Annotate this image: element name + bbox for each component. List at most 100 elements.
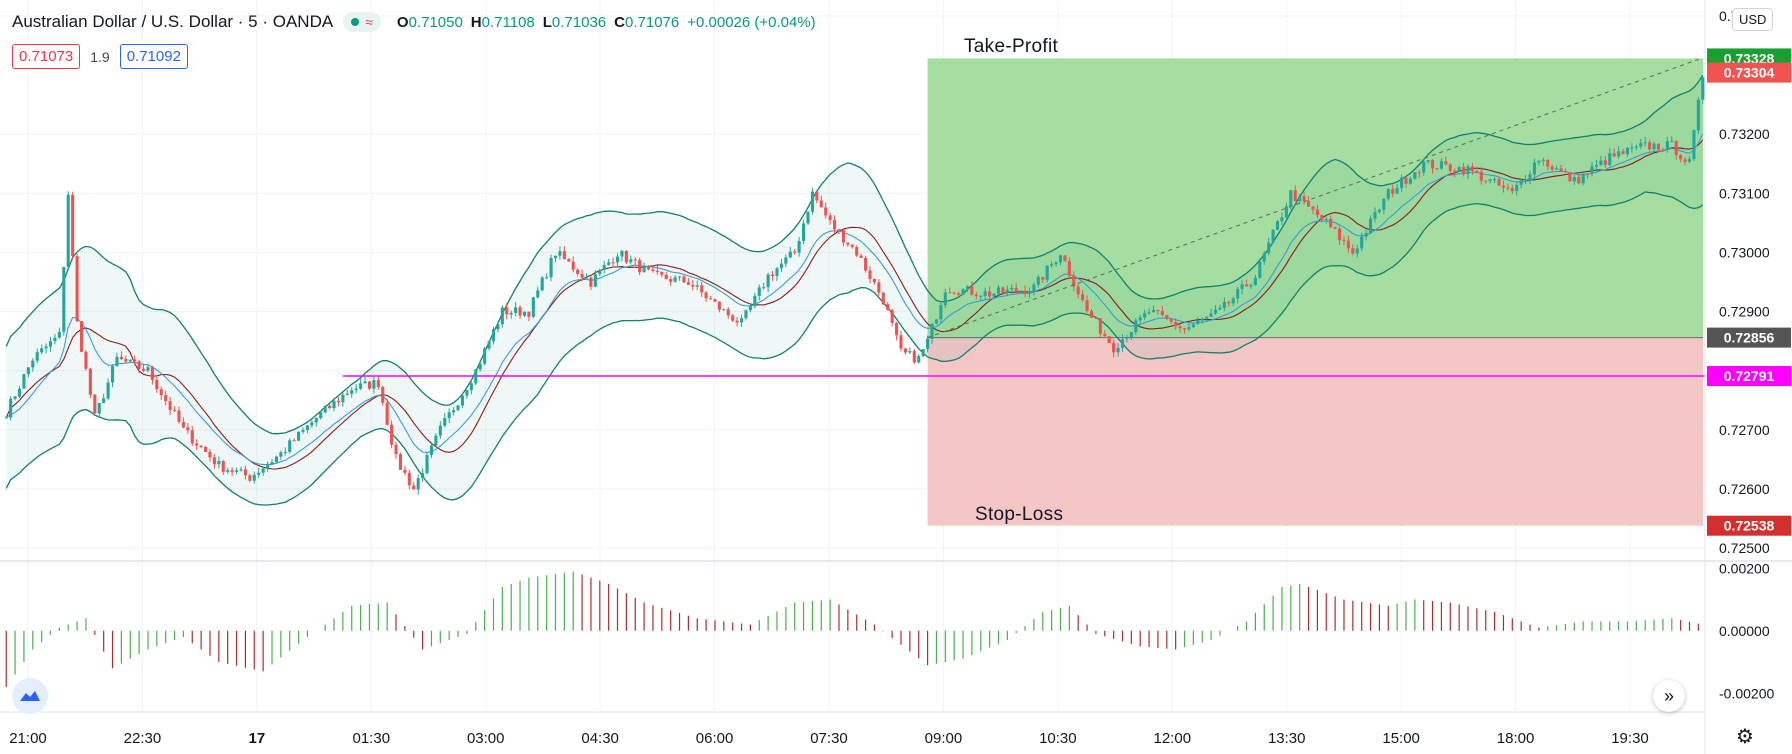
candle-body (974, 294, 978, 296)
candle-body (438, 425, 442, 436)
indicator-tick-label: 0.00000 (1719, 623, 1770, 639)
candle-body (877, 282, 881, 293)
candle-body (1652, 143, 1656, 150)
candle-body (1515, 184, 1519, 192)
time-tick-label: 01:30 (353, 730, 391, 747)
sell-price-button[interactable]: 0.71073 (12, 44, 81, 69)
candle-body (1674, 141, 1678, 156)
candle-body (1125, 338, 1129, 340)
candle-body (1479, 171, 1483, 181)
candle-body (1076, 286, 1080, 295)
candle-body (1081, 294, 1085, 301)
currency-button[interactable]: USD (1732, 8, 1774, 31)
candle-body (137, 361, 141, 369)
candle-body (141, 368, 146, 371)
candle-body (576, 269, 580, 274)
last-price-tag-bg (1707, 62, 1791, 83)
candle-body (1369, 218, 1373, 234)
candle-body (164, 395, 168, 402)
candle-body (1475, 171, 1479, 173)
market-status[interactable]: ≈ (343, 12, 381, 32)
candle-body (1541, 159, 1545, 161)
candle-body (195, 443, 199, 446)
close-value: 0.71076 (625, 13, 680, 31)
candle-body (1501, 185, 1505, 188)
level-price-tag-bg (1707, 366, 1791, 387)
candle-body (354, 388, 358, 391)
candle-body (620, 250, 624, 257)
candle-body (146, 367, 150, 371)
buy-price-button[interactable]: 0.71092 (119, 44, 188, 69)
candle-body (1222, 301, 1226, 308)
price-tick-label: 0.72600 (1719, 481, 1770, 497)
price-tick-label: 0.72500 (1719, 540, 1770, 556)
candle-body (22, 374, 26, 389)
candle-body (828, 215, 832, 221)
candle-body (735, 320, 739, 323)
candle-body (474, 369, 478, 384)
ema-line (5, 133, 1704, 466)
candle-body (1586, 173, 1590, 175)
candle-body (881, 292, 885, 305)
candle-body (917, 356, 921, 363)
candle-body (1683, 159, 1687, 162)
time-tick-label: 06:00 (696, 730, 734, 747)
spread-value: 1.9 (90, 48, 110, 65)
stop-loss-price-tag-bg (1707, 515, 1791, 536)
price-tick-label: 0.73000 (1719, 244, 1770, 260)
price-tick-label: 0.72900 (1719, 304, 1770, 320)
candle-body (1244, 284, 1249, 287)
candle-body (4, 417, 8, 419)
candle-body (266, 464, 270, 469)
candle-body (93, 394, 97, 414)
candle-body (1639, 143, 1643, 147)
symbol-title[interactable]: Australian Dollar / U.S. Dollar · 5 · OA… (12, 12, 334, 31)
candle-body (1435, 168, 1439, 170)
candle-body (1107, 336, 1111, 344)
candle-body (79, 321, 84, 352)
time-tick-label: 04:30 (581, 730, 619, 747)
candle-body (1643, 142, 1647, 144)
candle-body (398, 454, 403, 470)
candle-body (771, 274, 775, 277)
candle-body (390, 424, 394, 445)
candle-body (208, 451, 212, 458)
level-price-tag: 0.72791 (1724, 368, 1775, 384)
candle-body (1608, 153, 1612, 165)
candle-body (1408, 178, 1412, 184)
time-tick-label: 18:00 (1497, 730, 1535, 747)
candle-body (500, 307, 504, 325)
candle-body (168, 401, 172, 410)
candle-body (1590, 166, 1594, 174)
candle-body (1625, 147, 1630, 155)
candle-body (1466, 166, 1470, 175)
candle-body (819, 200, 823, 208)
candle-body (1156, 310, 1160, 312)
bollinger-basis-line (5, 139, 1704, 470)
candle-body (779, 263, 783, 269)
time-tick-label: 07:30 (810, 730, 848, 747)
gear-icon[interactable]: ⚙ (1736, 726, 1754, 748)
candle-body (624, 250, 628, 263)
candle-body (274, 456, 278, 463)
histogram-bars (5, 571, 1699, 687)
entry-price-tag: 0.72856 (1724, 330, 1775, 346)
candle-body (1537, 160, 1541, 163)
candle-body (341, 394, 345, 403)
candle-body (1174, 321, 1178, 327)
candle-body (713, 299, 717, 302)
candle-body (872, 278, 876, 283)
candle-body (562, 251, 566, 260)
candle-body (868, 270, 872, 279)
candle-body (1147, 312, 1151, 314)
candle-body (279, 452, 283, 457)
candle-body (1528, 174, 1532, 180)
candle-body (855, 247, 859, 256)
candle-body (323, 405, 327, 413)
candle-body (1386, 189, 1390, 199)
tradingview-logo-icon[interactable] (12, 678, 48, 714)
scroll-to-realtime-button[interactable]: » (1653, 680, 1685, 712)
candle-body (1129, 332, 1133, 339)
candle-body (66, 194, 70, 268)
